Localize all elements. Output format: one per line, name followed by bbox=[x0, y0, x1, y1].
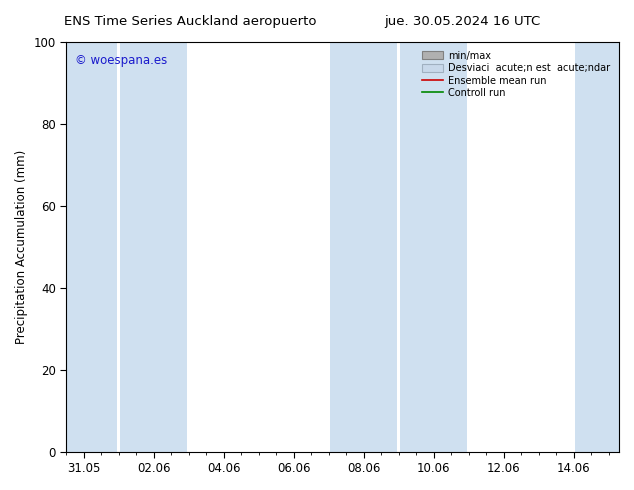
Bar bbox=[66, 42, 117, 452]
Text: © woespana.es: © woespana.es bbox=[75, 54, 167, 67]
Bar bbox=[575, 42, 619, 452]
Legend: min/max, Desviaci  acute;n est  acute;ndar, Ensemble mean run, Controll run: min/max, Desviaci acute;n est acute;ndar… bbox=[418, 47, 614, 102]
Text: ENS Time Series Auckland aeropuerto: ENS Time Series Auckland aeropuerto bbox=[64, 15, 316, 28]
Bar bbox=[120, 42, 187, 452]
Bar bbox=[330, 42, 397, 452]
Bar bbox=[400, 42, 467, 452]
Text: jue. 30.05.2024 16 UTC: jue. 30.05.2024 16 UTC bbox=[385, 15, 541, 28]
Y-axis label: Precipitation Accumulation (mm): Precipitation Accumulation (mm) bbox=[15, 149, 28, 344]
